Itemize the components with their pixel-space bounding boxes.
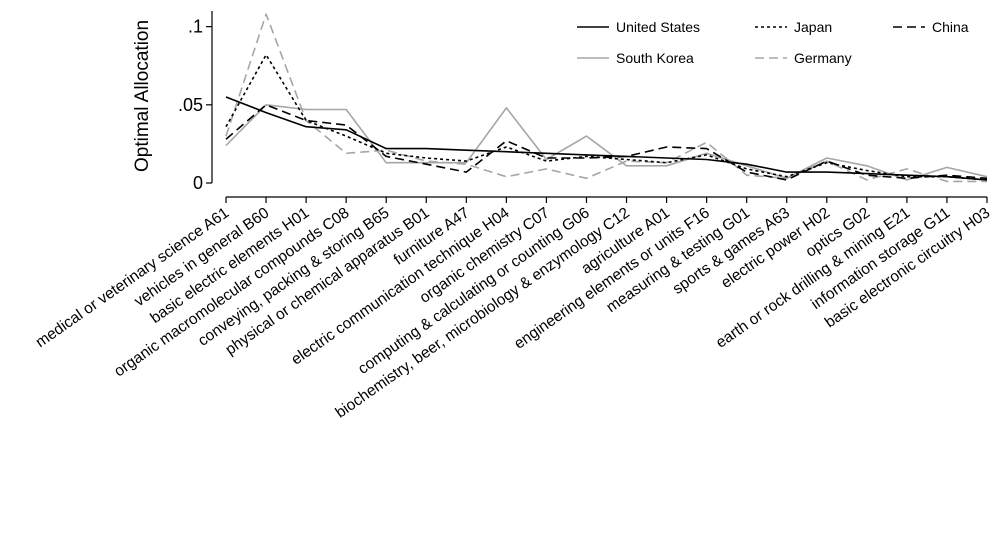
y-tick-label: .1 <box>188 17 203 37</box>
y-tick-label: 0 <box>193 173 203 193</box>
y-axis-title: Optimal Allocation <box>132 20 153 172</box>
legend-label: Japan <box>794 19 832 35</box>
series-layer <box>226 14 987 181</box>
legend-label: Germany <box>794 50 852 66</box>
legend-label: China <box>932 19 969 35</box>
legend-label: United States <box>616 19 700 35</box>
series-line-japan <box>226 55 987 180</box>
y-tick-label: .05 <box>178 95 203 115</box>
y-axis: 0 .05 .1 <box>178 11 212 193</box>
legend-label: South Korea <box>616 50 694 66</box>
x-axis: medical or veterinary science A61vehicle… <box>33 197 993 422</box>
legend: United States South Korea Japan Germany Chin… <box>577 19 969 66</box>
series-line-south-korea <box>226 105 987 180</box>
